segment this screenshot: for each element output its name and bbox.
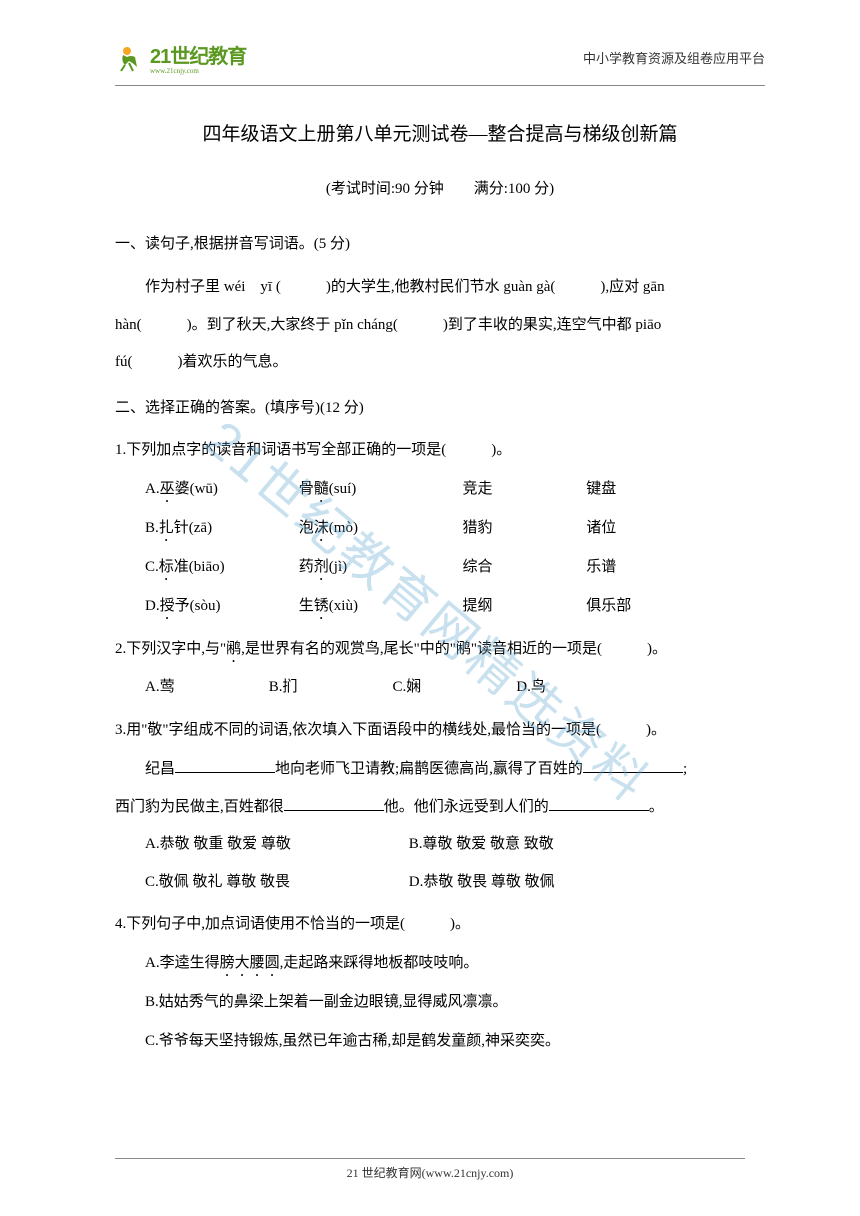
blank: [284, 796, 384, 811]
q3-l2-pre: 西门豹为民做主,百姓都很: [115, 799, 284, 815]
q2-mid: ,是世界有名的观赏鸟,尾长"中的"鹇"读音相近的一项是( )。: [241, 641, 667, 657]
q4-opt-a: A.李逵生得膀大腰圆,走起路来踩得地板都吱吱响。: [115, 944, 765, 983]
page-header: 21世纪教育 www.21cnjy.com 中小学教育资源及组卷应用平台: [115, 0, 765, 86]
s1-text: )。到了秋天,大家终于 pǐn cháng(: [187, 317, 398, 333]
section-1-paragraph: 作为村子里 wéi yī ( )的大学生,他教村民们节水 guàn gà( ),…: [115, 268, 765, 307]
q4-opt-b: B.姑姑秀气的鼻梁上架着一副金边眼镜,显得威风凛凛。: [115, 983, 765, 1022]
q1-opt-c: C.标准(biāo) 药剂(jì) 综合 乐谱: [115, 548, 765, 587]
q3-opt-d: D.恭敬 敬畏 尊敬 敬佩: [409, 874, 555, 890]
q3-opts-row1: A.恭敬 敬重 敬爱 尊敬 B.尊敬 敬爱 敬意 致敬: [115, 826, 765, 864]
s1-text: ),应对 gān: [600, 279, 664, 295]
q3-text: 3.用"敬"字组成不同的词语,依次填入下面语段中的横线处,最恰当的一项是( )。: [115, 711, 765, 750]
opt-text: 键盘: [586, 470, 686, 509]
q4a-pre: A.李逵生得: [145, 955, 220, 971]
q2-pre: 2.下列汉字中,与": [115, 641, 226, 657]
blank: [549, 796, 649, 811]
q2-dot: 鹇: [226, 641, 241, 657]
blank: [175, 758, 275, 773]
q3-line2: 西门豹为民做主,百姓都很 他。他们永远受到人们的 。: [115, 789, 765, 827]
logo-icon: [115, 43, 145, 73]
q3-l1-mid: 地向老师飞卫请教;扁鹊医德高尚,赢得了百姓的: [275, 761, 583, 777]
q2-opt-a: A.莺: [145, 669, 265, 707]
q4-text: 4.下列句子中,加点词语使用不恰当的一项是( )。: [115, 905, 765, 944]
s1-text: fú(: [115, 354, 133, 370]
q3-l1-pre: 纪昌: [145, 761, 175, 777]
page-footer: 21 世纪教育网(www.21cnjy.com): [0, 1158, 860, 1181]
q4-opt-c: C.爷爷每天坚持锻炼,虽然已年逾古稀,却是鹤发童颜,神采奕奕。: [115, 1022, 765, 1061]
q3-opt-a: A.恭敬 敬重 敬爱 尊敬: [145, 826, 405, 864]
opt-label: B.扎针(zā): [145, 509, 295, 548]
header-right-text: 中小学教育资源及组卷应用平台: [583, 48, 765, 67]
q2-opt-d: D.鸟: [516, 669, 636, 707]
section-1-line3: fú( )着欢乐的气息。: [115, 344, 765, 382]
s1-text: )着欢乐的气息。: [178, 354, 288, 370]
opt-text: 提纲: [463, 587, 583, 626]
logo-text-sub: www.21cnjy.com: [150, 67, 246, 75]
q2-opt-b: B.扪: [269, 669, 389, 707]
section-1-heading: 一、读句子,根据拼音写词语。(5 分): [115, 226, 765, 264]
opt-text: 俱乐部: [586, 587, 686, 626]
opt-text: 乐谱: [586, 548, 686, 587]
section-2-heading: 二、选择正确的答案。(填序号)(12 分): [115, 390, 765, 428]
q3-opt-b: B.尊敬 敬爱 敬意 致敬: [409, 836, 554, 852]
opt-text: 骨髓(suí): [299, 470, 459, 509]
opt-text: 诸位: [586, 509, 686, 548]
section-1-line2: hàn( )。到了秋天,大家终于 pǐn cháng( )到了丰收的果实,连空气…: [115, 307, 765, 345]
logo: 21世纪教育 www.21cnjy.com: [115, 40, 246, 75]
footer-text: 21 世纪教育网(www.21cnjy.com): [347, 1166, 514, 1180]
opt-text: 生锈(xiù): [299, 587, 459, 626]
opt-label: D.授予(sòu): [145, 587, 295, 626]
q1-opt-d: D.授予(sòu) 生锈(xiù) 提纲 俱乐部: [115, 587, 765, 626]
opt-text: 泡沫(mò): [299, 509, 459, 548]
logo-text-main: 21世纪教育: [150, 46, 246, 68]
q3-l2-end: 。: [649, 799, 664, 815]
q2-text: 2.下列汉字中,与"鹇,是世界有名的观赏鸟,尾长"中的"鹇"读音相近的一项是( …: [115, 630, 765, 669]
page-content: 四年级语文上册第八单元测试卷—整合提高与梯级创新篇 (考试时间:90 分钟 满分…: [0, 86, 860, 1061]
opt-text: 竞走: [463, 470, 583, 509]
q3-l2-mid: 他。他们永远受到人们的: [384, 799, 549, 815]
q2-opts: A.莺 B.扪 C.娴 D.鸟: [115, 669, 765, 707]
q4a-end: ,走起路来踩得地板都吱吱响。: [280, 955, 479, 971]
opt-label: A.巫婆(wū): [145, 470, 295, 509]
s1-text: )到了丰收的果实,连空气中都 piāo: [443, 317, 661, 333]
opt-label: C.标准(biāo): [145, 548, 295, 587]
q4a-dot: 膀大腰圆: [220, 955, 280, 971]
blank: [583, 758, 683, 773]
opt-text: 药剂(jì): [299, 548, 459, 587]
s1-text: )的大学生,他教村民们节水 guàn gà(: [326, 279, 556, 295]
q1-opt-b: B.扎针(zā) 泡沫(mò) 猎豹 诸位: [115, 509, 765, 548]
q2-opt-c: C.娴: [393, 669, 513, 707]
q3-line1: 纪昌 地向老师飞卫请教;扁鹊医德高尚,赢得了百姓的;: [115, 750, 765, 789]
q1-opt-a: A.巫婆(wū) 骨髓(suí) 竞走 键盘: [115, 470, 765, 509]
s1-text: hàn(: [115, 317, 142, 333]
exam-subtitle: (考试时间:90 分钟 满分:100 分): [115, 171, 765, 209]
q3-opt-c: C.敬佩 敬礼 尊敬 敬畏: [145, 864, 405, 902]
footer-divider: [115, 1158, 745, 1159]
q1-text: 1.下列加点字的读音和词语书写全部正确的一项是( )。: [115, 431, 765, 470]
q3-opts-row2: C.敬佩 敬礼 尊敬 敬畏 D.恭敬 敬畏 尊敬 敬佩: [115, 864, 765, 902]
exam-title: 四年级语文上册第八单元测试卷—整合提高与梯级创新篇: [115, 111, 765, 159]
q3-l1-end: ;: [683, 761, 687, 777]
logo-text-wrapper: 21世纪教育 www.21cnjy.com: [150, 40, 246, 75]
opt-text: 综合: [463, 548, 583, 587]
opt-text: 猎豹: [463, 509, 583, 548]
s1-text: 作为村子里 wéi yī (: [145, 279, 281, 295]
